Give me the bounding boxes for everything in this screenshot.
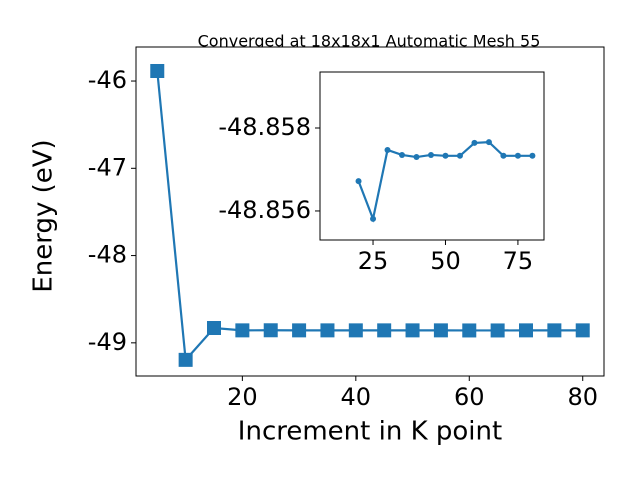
marker bbox=[500, 152, 507, 159]
x-axis-label: Increment in K point bbox=[238, 417, 502, 447]
y-tick-label: -48.856 bbox=[218, 196, 311, 224]
marker bbox=[442, 152, 449, 159]
marker bbox=[178, 352, 193, 367]
plot-area bbox=[355, 139, 536, 223]
x-tick-label: 75 bbox=[503, 247, 534, 275]
y-tick-label: -48.858 bbox=[218, 113, 311, 141]
y-tick-label: -47 bbox=[88, 153, 127, 181]
plot-frame bbox=[319, 71, 545, 241]
x-tick-label: 60 bbox=[454, 383, 485, 411]
x-tick-label: 80 bbox=[567, 383, 598, 411]
chart-title: Converged at 18x18x1 Automatic Mesh 55 bbox=[198, 32, 541, 51]
marker bbox=[399, 151, 406, 158]
marker bbox=[370, 215, 377, 222]
marker bbox=[514, 152, 521, 159]
x-tick-label: 25 bbox=[358, 247, 389, 275]
marker bbox=[413, 154, 420, 161]
marker bbox=[377, 323, 392, 338]
marker bbox=[207, 321, 221, 336]
marker bbox=[490, 323, 505, 338]
marker bbox=[263, 323, 278, 338]
marker bbox=[384, 146, 391, 153]
marker bbox=[529, 152, 536, 159]
y-tick-label: -46 bbox=[88, 66, 127, 94]
marker bbox=[320, 323, 335, 338]
y-tick-label: -48 bbox=[88, 241, 127, 269]
marker bbox=[292, 323, 307, 338]
marker bbox=[348, 323, 363, 338]
marker bbox=[485, 139, 492, 146]
marker bbox=[405, 323, 420, 338]
plot-frame bbox=[135, 46, 605, 377]
marker bbox=[150, 63, 165, 78]
marker bbox=[519, 323, 533, 338]
marker bbox=[462, 323, 477, 338]
y-axis-label: Energy (eV) bbox=[29, 139, 59, 292]
x-tick-label: 20 bbox=[227, 383, 258, 411]
series-line bbox=[156, 70, 583, 363]
x-tick-label: 50 bbox=[430, 247, 461, 275]
marker bbox=[355, 178, 362, 185]
plot-area bbox=[150, 63, 590, 367]
marker bbox=[235, 323, 250, 338]
y-tick-label: -49 bbox=[88, 328, 127, 356]
marker bbox=[471, 139, 478, 146]
x-tick-label: 40 bbox=[341, 383, 372, 411]
marker bbox=[427, 151, 434, 158]
marker bbox=[456, 152, 463, 159]
marker bbox=[433, 323, 448, 338]
marker bbox=[547, 323, 562, 338]
marker bbox=[575, 323, 590, 338]
